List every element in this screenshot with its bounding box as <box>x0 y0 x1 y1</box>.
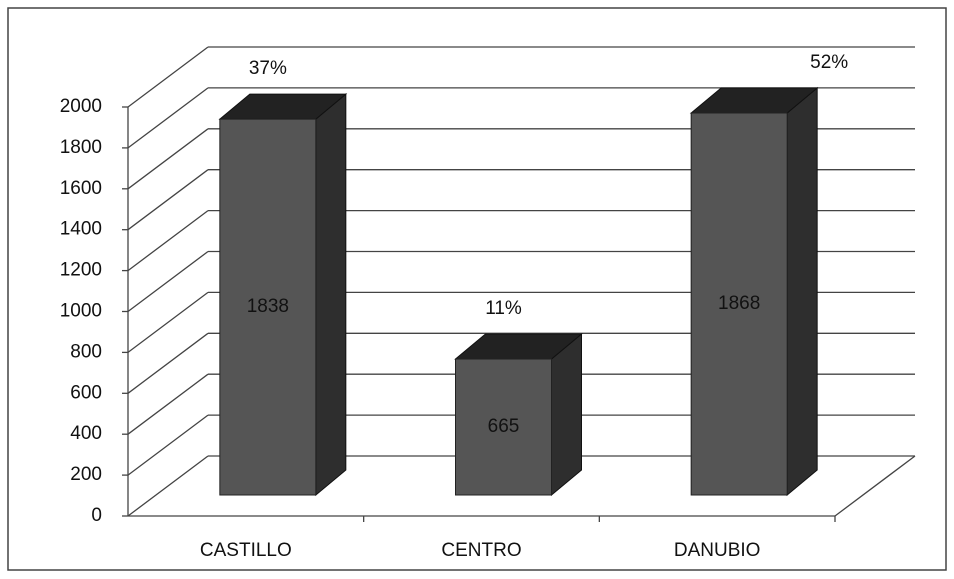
grid-line <box>127 291 209 353</box>
grid-line <box>127 455 209 517</box>
y-tick-label: 1600 <box>60 178 102 199</box>
annotation: 52% <box>810 52 848 73</box>
y-tick-label: 1800 <box>60 137 102 158</box>
grid-line <box>127 210 209 272</box>
x-tick-label: CASTILLO <box>200 540 292 561</box>
bar-side <box>551 332 582 497</box>
grid-line <box>127 332 209 394</box>
bar-side <box>315 93 347 497</box>
grid-line <box>127 250 209 313</box>
bar <box>690 112 788 496</box>
grid-line <box>127 414 209 476</box>
bar <box>219 118 317 496</box>
bar-side <box>786 86 818 497</box>
y-tick-label: 800 <box>70 341 102 362</box>
grid-line <box>127 87 209 149</box>
annotation: 11% <box>485 298 522 319</box>
value-label: 1868 <box>718 293 760 314</box>
y-tick-label: 400 <box>70 423 102 444</box>
grid-line <box>127 169 209 231</box>
y-tick-label: 1400 <box>60 219 102 240</box>
grid-line <box>127 128 209 190</box>
y-tick-label: 1200 <box>60 260 102 281</box>
y-tick-label: 600 <box>70 382 102 403</box>
x-tick-label: CENTRO <box>441 540 521 561</box>
value-label: 665 <box>488 416 520 437</box>
x-tick-label: DANUBIO <box>674 540 761 561</box>
annotation: 37% <box>249 58 287 79</box>
y-tick-label: 200 <box>70 464 102 485</box>
y-tick-label: 0 <box>91 505 102 526</box>
grid-line <box>127 46 209 108</box>
y-tick-label: 2000 <box>60 96 102 117</box>
grid-line <box>127 373 209 435</box>
floor-edge <box>834 455 916 517</box>
bar <box>455 358 552 496</box>
y-tick-label: 1000 <box>60 301 102 322</box>
value-label: 1838 <box>247 296 289 317</box>
